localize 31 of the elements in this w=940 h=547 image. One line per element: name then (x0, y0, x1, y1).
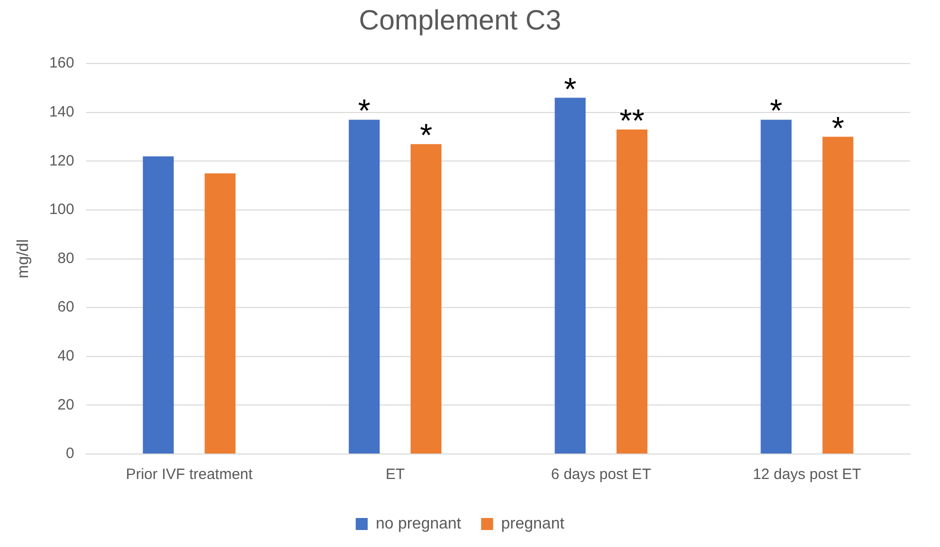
data-label: ** (620, 102, 644, 138)
bar (348, 120, 380, 454)
data-label: * (358, 92, 370, 129)
y-axis-title: mg/dl (15, 239, 32, 278)
bar (410, 144, 442, 454)
y-tick-label: 100 (49, 201, 74, 218)
y-tick-label: 60 (58, 298, 74, 316)
y-tick-label: 140 (49, 104, 74, 121)
bar (822, 136, 854, 454)
x-tick-label: ET (386, 466, 405, 484)
y-tick-label: 120 (49, 152, 74, 170)
legend-label: pregnant (501, 515, 565, 532)
x-tick-label: 12 days post ET (752, 466, 862, 484)
legend-label: no pregnant (376, 515, 462, 532)
data-label: * (420, 117, 432, 154)
y-tick-label: 40 (58, 348, 74, 365)
data-label: * (564, 70, 576, 107)
y-tick-label: 0 (66, 445, 74, 462)
y-tick-label: 80 (58, 250, 74, 267)
bar (616, 129, 648, 454)
bar (760, 120, 792, 454)
y-tick-label: 160 (49, 54, 74, 72)
x-tick-label: Prior IVF treatment (126, 466, 254, 484)
bar (204, 173, 236, 454)
chart-title: Complement C3 (358, 4, 562, 36)
data-label: * (770, 92, 782, 129)
data-label: * (832, 110, 844, 146)
x-tick-label: 6 days post ET (551, 466, 652, 484)
y-tick-label: 20 (58, 396, 74, 414)
bar (142, 156, 174, 454)
bar (554, 98, 586, 454)
